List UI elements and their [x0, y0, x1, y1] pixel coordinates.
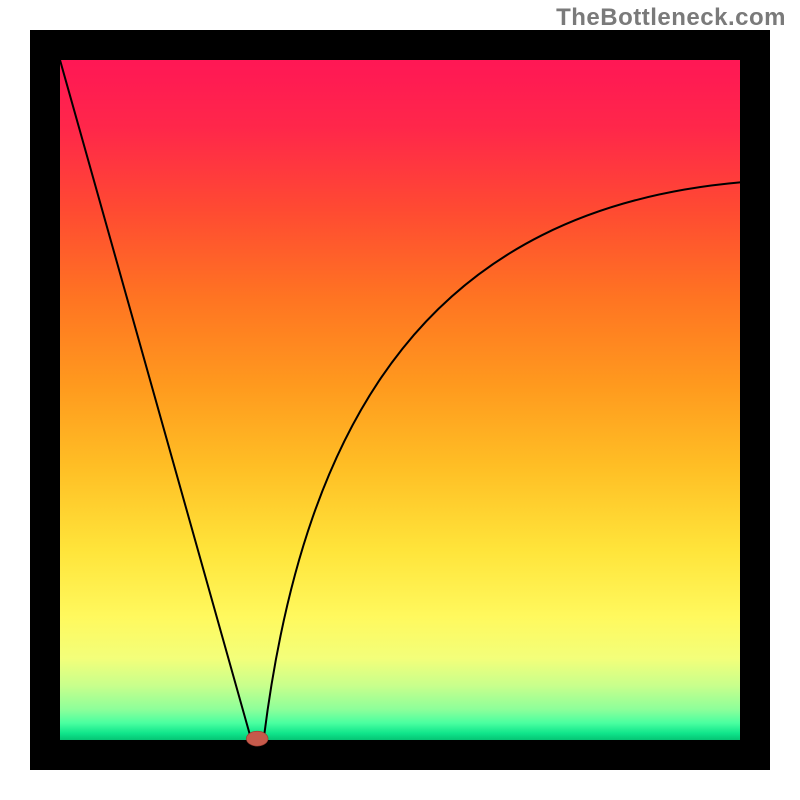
watermark-text: TheBottleneck.com: [556, 4, 786, 32]
chart-stage: TheBottleneck.com: [0, 0, 800, 800]
plot-background: [60, 60, 740, 740]
bottleneck-chart: [0, 0, 800, 800]
optimum-marker: [246, 731, 268, 746]
